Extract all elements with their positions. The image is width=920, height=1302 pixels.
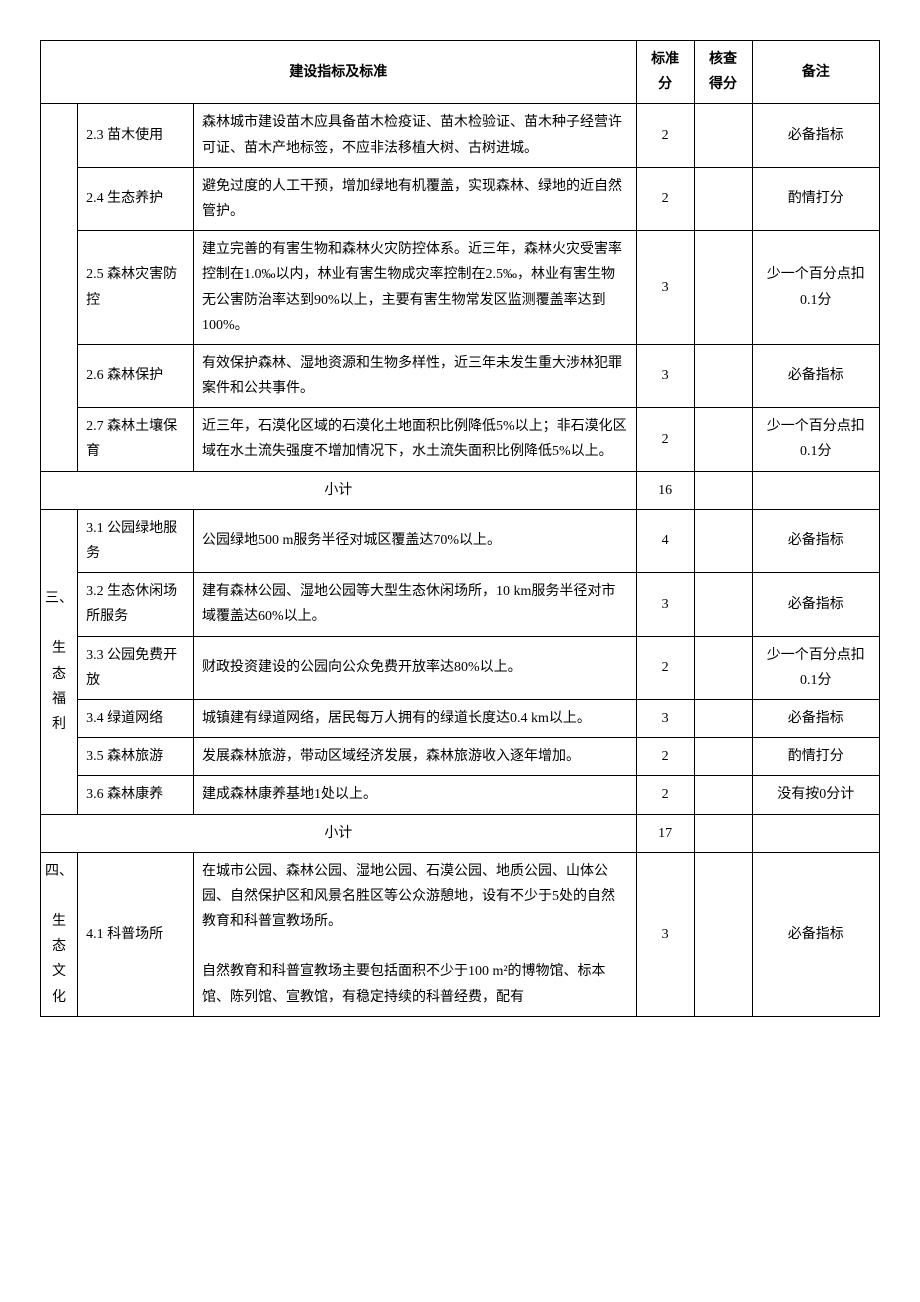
code-2-7: 2.7 森林土壤保育 bbox=[78, 408, 194, 471]
subtotal3-label: 小计 bbox=[41, 814, 637, 852]
remark-3-1: 必备指标 bbox=[752, 509, 880, 572]
check-3-2 bbox=[694, 573, 752, 636]
cat3-name: 生态福利 bbox=[52, 641, 66, 732]
remark-3-6: 没有按0分计 bbox=[752, 776, 880, 814]
check-3-4 bbox=[694, 699, 752, 737]
subtotal3-remark bbox=[752, 814, 880, 852]
cat2-continued bbox=[41, 104, 78, 471]
code-3-4: 3.4 绿道网络 bbox=[78, 699, 194, 737]
score-2-7: 2 bbox=[636, 408, 694, 471]
desc-3-2: 建有森林公园、湿地公园等大型生态休闲场所，10 km服务半径对市域覆盖达60%以… bbox=[193, 573, 636, 636]
remark-2-3: 必备指标 bbox=[752, 104, 880, 167]
cat3-label: 三、 bbox=[45, 591, 73, 606]
code-2-5: 2.5 森林灾害防控 bbox=[78, 231, 194, 345]
cat4-cell: 四、生态文化 bbox=[41, 852, 78, 1016]
score-3-1: 4 bbox=[636, 509, 694, 572]
code-3-2: 3.2 生态休闲场所服务 bbox=[78, 573, 194, 636]
score-3-5: 2 bbox=[636, 738, 694, 776]
remark-4-1: 必备指标 bbox=[752, 852, 880, 1016]
score-3-3: 2 bbox=[636, 636, 694, 699]
score-2-5: 3 bbox=[636, 231, 694, 345]
remark-3-4: 必备指标 bbox=[752, 699, 880, 737]
check-3-6 bbox=[694, 776, 752, 814]
remark-2-7: 少一个百分点扣0.1分 bbox=[752, 408, 880, 471]
header-indicator: 建设指标及标准 bbox=[41, 41, 637, 104]
remark-3-3: 少一个百分点扣0.1分 bbox=[752, 636, 880, 699]
desc-2-4: 避免过度的人工干预，增加绿地有机覆盖，实现森林、绿地的近自然管护。 bbox=[193, 167, 636, 230]
check-3-3 bbox=[694, 636, 752, 699]
desc-3-4: 城镇建有绿道网络，居民每万人拥有的绿道长度达0.4 km以上。 bbox=[193, 699, 636, 737]
desc-3-1: 公园绿地500 m服务半径对城区覆盖达70%以上。 bbox=[193, 509, 636, 572]
cat4-name: 生态文化 bbox=[52, 914, 66, 1005]
remark-3-2: 必备指标 bbox=[752, 573, 880, 636]
score-4-1: 3 bbox=[636, 852, 694, 1016]
remark-2-6: 必备指标 bbox=[752, 344, 880, 407]
code-3-5: 3.5 森林旅游 bbox=[78, 738, 194, 776]
code-3-3: 3.3 公园免费开放 bbox=[78, 636, 194, 699]
check-2-4 bbox=[694, 167, 752, 230]
check-3-1 bbox=[694, 509, 752, 572]
score-3-4: 3 bbox=[636, 699, 694, 737]
code-3-6: 3.6 森林康养 bbox=[78, 776, 194, 814]
desc-4-1: 在城市公园、森林公园、湿地公园、石漠公园、地质公园、山体公园、自然保护区和风景名… bbox=[193, 852, 636, 1016]
check-2-6 bbox=[694, 344, 752, 407]
desc-2-6: 有效保护森林、湿地资源和生物多样性，近三年未发生重大涉林犯罪案件和公共事件。 bbox=[193, 344, 636, 407]
code-4-1: 4.1 科普场所 bbox=[78, 852, 194, 1016]
subtotal2-score: 16 bbox=[636, 471, 694, 509]
remark-2-4: 酌情打分 bbox=[752, 167, 880, 230]
score-2-3: 2 bbox=[636, 104, 694, 167]
cat3-cell: 三、生态福利 bbox=[41, 509, 78, 814]
desc-3-3: 财政投资建设的公园向公众免费开放率达80%以上。 bbox=[193, 636, 636, 699]
subtotal3-check bbox=[694, 814, 752, 852]
score-2-4: 2 bbox=[636, 167, 694, 230]
remark-3-5: 酌情打分 bbox=[752, 738, 880, 776]
check-2-3 bbox=[694, 104, 752, 167]
desc-2-7: 近三年，石漠化区域的石漠化土地面积比例降低5%以上；非石漠化区域在水土流失强度不… bbox=[193, 408, 636, 471]
check-3-5 bbox=[694, 738, 752, 776]
desc-3-6: 建成森林康养基地1处以上。 bbox=[193, 776, 636, 814]
subtotal3-score: 17 bbox=[636, 814, 694, 852]
code-2-3: 2.3 苗木使用 bbox=[78, 104, 194, 167]
code-3-1: 3.1 公园绿地服务 bbox=[78, 509, 194, 572]
subtotal2-label: 小计 bbox=[41, 471, 637, 509]
cat4-label: 四、 bbox=[45, 864, 73, 879]
score-3-2: 3 bbox=[636, 573, 694, 636]
code-2-4: 2.4 生态养护 bbox=[78, 167, 194, 230]
subtotal2-remark bbox=[752, 471, 880, 509]
desc-2-5: 建立完善的有害生物和森林火灾防控体系。近三年，森林火灾受害率控制在1.0‰以内，… bbox=[193, 231, 636, 345]
header-check-score: 核查得分 bbox=[694, 41, 752, 104]
desc-2-3: 森林城市建设苗木应具备苗木检疫证、苗木检验证、苗木种子经营许可证、苗木产地标签，… bbox=[193, 104, 636, 167]
check-2-7 bbox=[694, 408, 752, 471]
header-std-score: 标准分 bbox=[636, 41, 694, 104]
check-4-1 bbox=[694, 852, 752, 1016]
score-2-6: 3 bbox=[636, 344, 694, 407]
desc-3-5: 发展森林旅游，带动区域经济发展，森林旅游收入逐年增加。 bbox=[193, 738, 636, 776]
check-2-5 bbox=[694, 231, 752, 345]
code-2-6: 2.6 森林保护 bbox=[78, 344, 194, 407]
header-remark: 备注 bbox=[752, 41, 880, 104]
remark-2-5: 少一个百分点扣0.1分 bbox=[752, 231, 880, 345]
subtotal2-check bbox=[694, 471, 752, 509]
score-3-6: 2 bbox=[636, 776, 694, 814]
